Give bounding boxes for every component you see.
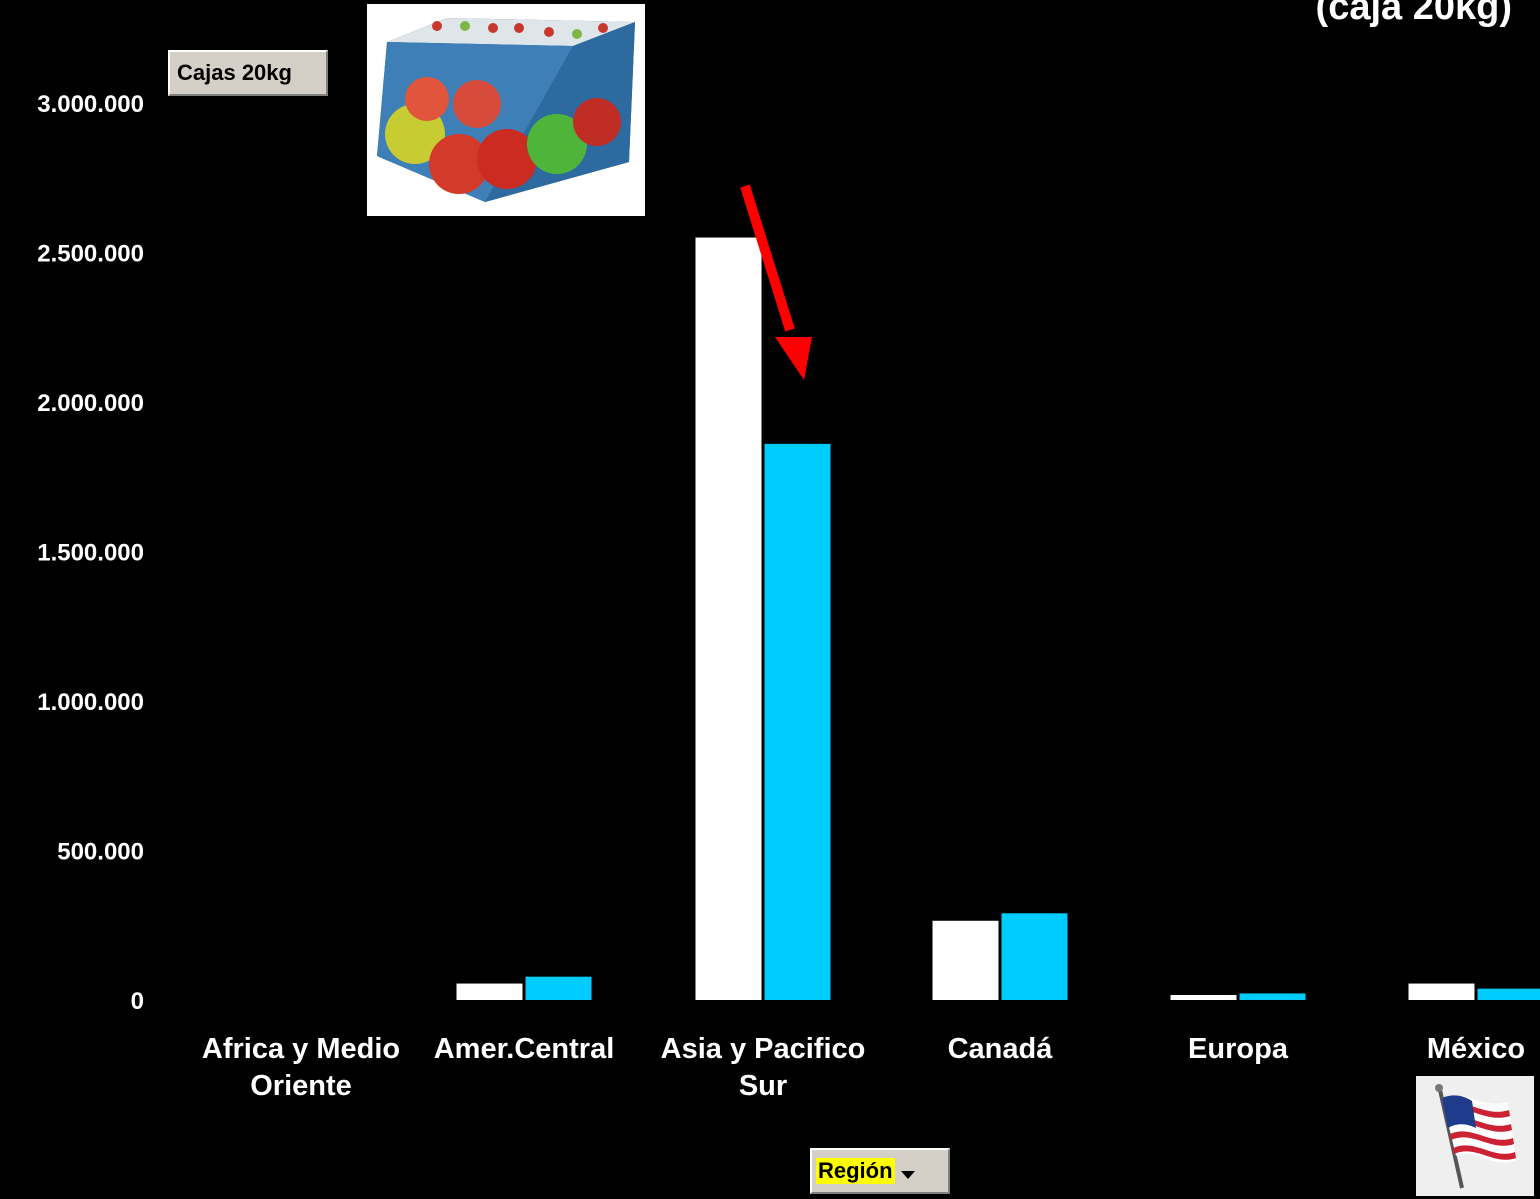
x-tick-label: Sur: [739, 1070, 787, 1102]
x-axis-labels: Africa y Medio Oriente Amer.Central Asia y …: [202, 1033, 1525, 1102]
x-tick-label: Europa: [1188, 1033, 1289, 1065]
bar-series-1: [456, 983, 523, 1000]
x-tick-label: México: [1427, 1033, 1525, 1065]
x-tick-label: Amer.Central: [434, 1033, 615, 1065]
region-field-button[interactable]: Región: [810, 1148, 950, 1194]
chart-title: (caja 20kg): [1315, 0, 1512, 28]
x-tick-label: Africa y Medio: [202, 1033, 400, 1065]
bar-series-2: [764, 443, 831, 1000]
bar-series-1: [1170, 995, 1237, 1000]
bars: [456, 237, 1540, 1001]
x-tick-label: Canadá: [948, 1033, 1054, 1065]
bar-series-2: [1001, 913, 1068, 1000]
bar-series-2: [1477, 988, 1540, 1000]
bar-series-2: [1239, 993, 1306, 1000]
arrow-shaft: [740, 184, 795, 332]
y-tick-label: 500.000: [57, 839, 144, 866]
y-axis-ticks: 0 500.000 1.000.000 1.500.000 2.000.000 2.500…: [37, 91, 144, 1015]
bar-series-1: [932, 920, 999, 1000]
bar-series-2: [525, 976, 592, 1000]
y-tick-label: 1.000.000: [37, 689, 144, 716]
bar-series-1: [1408, 983, 1475, 1000]
chevron-down-icon[interactable]: [900, 1171, 915, 1179]
y-tick-label: 1.500.000: [37, 540, 144, 567]
highlight-arrow: [740, 184, 812, 380]
bar-series-1: [695, 237, 762, 1001]
y-tick-label: 2.000.000: [37, 390, 144, 417]
region-field-label: Región: [816, 1158, 895, 1184]
apple-box-image: [367, 4, 645, 216]
data-field-label: Cajas 20kg: [177, 60, 292, 85]
apple-box-photo: [367, 4, 645, 216]
us-flag-picture: [1416, 1076, 1534, 1196]
y-tick-label: 0: [131, 988, 144, 1015]
x-tick-label: Oriente: [250, 1070, 352, 1102]
x-tick-label: Asia y Pacifico: [661, 1033, 866, 1065]
y-tick-label: 3.000.000: [37, 91, 144, 118]
us-flag-icon: [1435, 1084, 1516, 1189]
arrow-head: [775, 337, 812, 380]
data-field-button[interactable]: Cajas 20kg: [168, 50, 328, 96]
y-tick-label: 2.500.000: [37, 241, 144, 268]
